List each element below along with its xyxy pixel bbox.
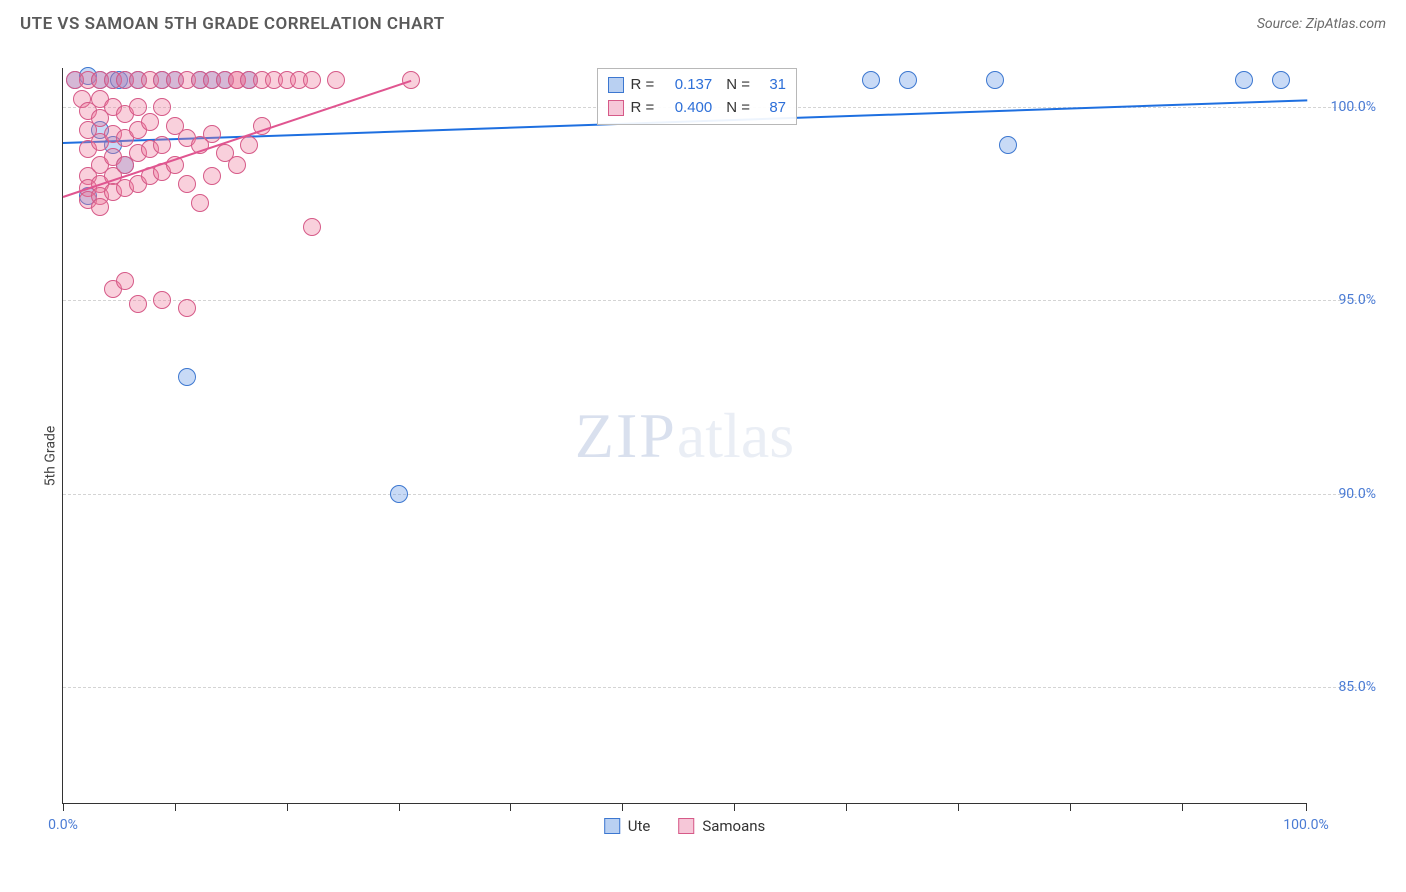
scatter-point <box>116 272 134 290</box>
y-axis-label: 5th Grade <box>42 426 58 487</box>
gridline <box>63 494 1366 495</box>
series-legend-label: Samoans <box>702 817 765 835</box>
gridline <box>63 687 1366 688</box>
scatter-point <box>228 156 246 174</box>
scatter-point <box>153 136 171 154</box>
y-tick-label: 85.0% <box>1314 679 1376 695</box>
scatter-point <box>203 125 221 143</box>
scatter-point <box>178 299 196 317</box>
legend-n-label: N = <box>726 74 750 97</box>
x-tick <box>958 803 959 811</box>
scatter-point <box>203 167 221 185</box>
x-tick <box>287 803 288 811</box>
stats-legend: R = 0.137 N = 31 R = 0.400 N = 87 <box>597 68 797 125</box>
x-tick <box>399 803 400 811</box>
x-tick <box>846 803 847 811</box>
scatter-point <box>303 71 321 89</box>
legend-n-value: 87 <box>756 97 786 120</box>
series-legend-item: Samoans <box>678 817 765 835</box>
scatter-point <box>862 71 880 89</box>
scatter-point <box>178 175 196 193</box>
legend-r-label: R = <box>630 97 654 120</box>
stats-legend-row: R = 0.400 N = 87 <box>608 97 786 120</box>
series-legend-label: Ute <box>628 817 651 835</box>
x-tick-label: 100.0% <box>1283 817 1328 833</box>
scatter-point <box>899 71 917 89</box>
source-label: Source: ZipAtlas.com <box>1257 16 1386 32</box>
legend-n-label: N = <box>726 97 750 120</box>
legend-r-value: 0.400 <box>660 97 712 120</box>
y-tick-label: 95.0% <box>1314 292 1376 308</box>
series-legend: Ute Samoans <box>604 817 766 835</box>
scatter-point <box>240 136 258 154</box>
scatter-point <box>141 113 159 131</box>
stats-legend-row: R = 0.137 N = 31 <box>608 74 786 97</box>
scatter-point <box>153 98 171 116</box>
watermark: ZIPatlas <box>575 399 794 473</box>
x-tick <box>510 803 511 811</box>
gridline <box>63 300 1366 301</box>
chart-container: 5th Grade ZIPatlas 85.0%90.0%95.0%100.0%… <box>20 48 1386 864</box>
x-tick <box>622 803 623 811</box>
scatter-point <box>986 71 1004 89</box>
scatter-point <box>1235 71 1253 89</box>
y-tick-label: 100.0% <box>1314 99 1376 115</box>
scatter-point <box>1272 71 1290 89</box>
legend-swatch <box>604 818 620 834</box>
scatter-point <box>327 71 345 89</box>
scatter-point <box>129 295 147 313</box>
scatter-point <box>178 368 196 386</box>
legend-swatch <box>678 818 694 834</box>
x-tick <box>1182 803 1183 811</box>
legend-r-value: 0.137 <box>660 74 712 97</box>
x-tick <box>734 803 735 811</box>
legend-swatch <box>608 100 624 116</box>
scatter-plot: ZIPatlas 85.0%90.0%95.0%100.0%0.0%100.0%… <box>62 68 1306 804</box>
legend-r-label: R = <box>630 74 654 97</box>
y-tick-label: 90.0% <box>1314 486 1376 502</box>
x-tick <box>175 803 176 811</box>
scatter-point <box>153 291 171 309</box>
x-tick <box>1306 803 1307 811</box>
series-legend-item: Ute <box>604 817 651 835</box>
scatter-point <box>91 198 109 216</box>
x-tick-label: 0.0% <box>48 817 78 833</box>
legend-swatch <box>608 77 624 93</box>
scatter-point <box>129 98 147 116</box>
scatter-point <box>390 485 408 503</box>
x-tick <box>1070 803 1071 811</box>
x-tick <box>63 803 64 811</box>
scatter-point <box>303 218 321 236</box>
chart-title: UTE VS SAMOAN 5TH GRADE CORRELATION CHAR… <box>20 14 445 34</box>
scatter-point <box>191 194 209 212</box>
legend-n-value: 31 <box>756 74 786 97</box>
scatter-point <box>999 136 1017 154</box>
